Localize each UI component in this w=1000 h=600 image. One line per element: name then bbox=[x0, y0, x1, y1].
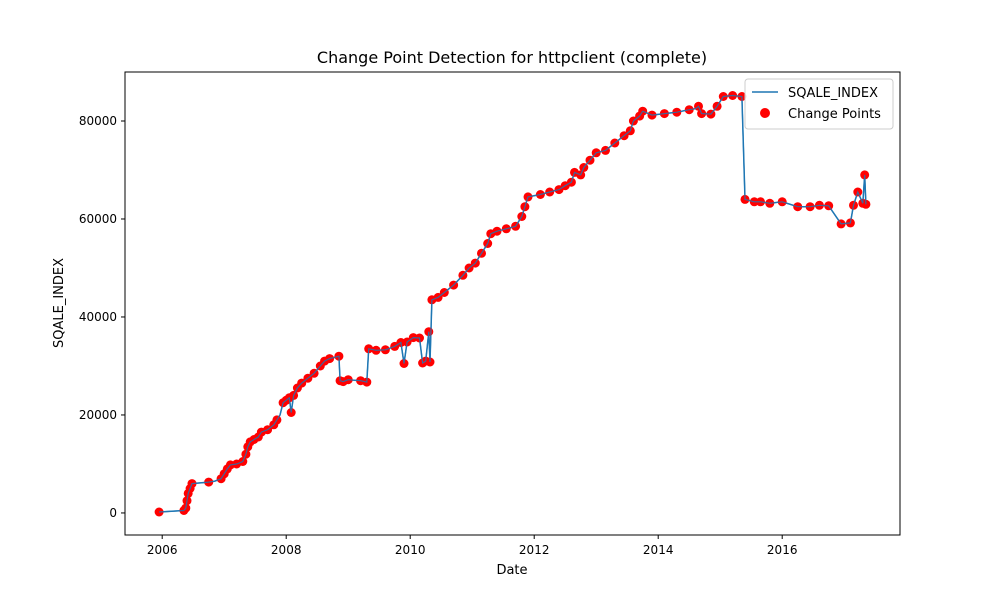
y-axis-label: SQALE_INDEX bbox=[52, 258, 67, 348]
x-tick-label: 2010 bbox=[395, 543, 426, 557]
chart-title: Change Point Detection for httpclient (c… bbox=[317, 48, 707, 67]
plot-area bbox=[154, 91, 871, 517]
legend-label-change-points: Change Points bbox=[788, 107, 881, 122]
plot-frame bbox=[124, 71, 901, 536]
x-tick-label: 2012 bbox=[519, 543, 550, 557]
x-axis-label: Date bbox=[496, 563, 527, 578]
legend-label-sqale-index: SQALE_INDEX bbox=[788, 86, 878, 101]
y-tick-label: 80000 bbox=[79, 114, 117, 128]
y-tick-label: 0 bbox=[109, 506, 117, 520]
y-tick-label: 60000 bbox=[79, 212, 117, 226]
x-tick-label: 2014 bbox=[643, 543, 674, 557]
legend: SQALE_INDEX Change Points bbox=[744, 78, 894, 130]
x-tick-label: 2016 bbox=[767, 543, 798, 557]
y-axis: 0 20000 40000 60000 80000 bbox=[79, 114, 125, 520]
legend-box bbox=[744, 78, 894, 130]
x-tick-label: 2008 bbox=[271, 543, 302, 557]
x-tick-label: 2006 bbox=[147, 543, 178, 557]
series-line-overlay bbox=[159, 94, 867, 513]
legend-marker-swatch bbox=[760, 108, 770, 118]
x-axis: 2006 2008 2010 2012 2014 2016 bbox=[147, 535, 798, 557]
series-line-sqale-index bbox=[159, 94, 867, 513]
y-tick-label: 40000 bbox=[79, 310, 117, 324]
change-point-marker bbox=[154, 507, 164, 517]
y-tick-label: 20000 bbox=[79, 408, 117, 422]
